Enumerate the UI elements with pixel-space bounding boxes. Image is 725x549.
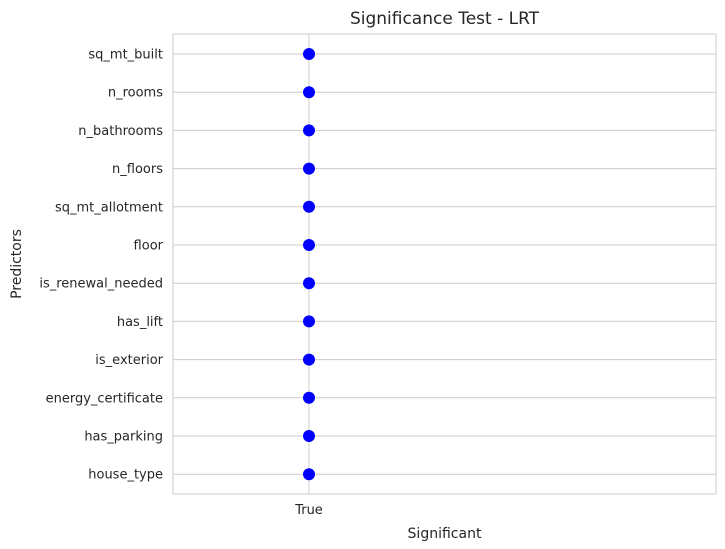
- data-point: [303, 124, 315, 137]
- y-tick-label: has_parking: [84, 430, 163, 445]
- data-point: [303, 86, 315, 99]
- data-point: [303, 353, 315, 366]
- y-tick-label: sq_mt_allotment: [55, 200, 163, 215]
- y-tick-label: floor: [134, 239, 164, 254]
- y-tick-label: energy_certificate: [46, 391, 163, 406]
- y-tick-label: has_lift: [117, 315, 163, 330]
- y-axis-label: Predictors: [9, 229, 25, 299]
- data-point: [303, 430, 315, 442]
- y-tick-label: sq_mt_built: [88, 48, 163, 63]
- y-tick-label: n_floors: [112, 162, 163, 177]
- x-tick-labels: True: [294, 503, 323, 518]
- grid-lines: [173, 34, 716, 494]
- data-point: [303, 468, 315, 481]
- y-tick-label: house_type: [88, 468, 163, 483]
- y-tick-labels: sq_mt_built n_rooms n_bathrooms n_floors sq_…: [39, 48, 163, 483]
- y-tick-label: n_rooms: [108, 86, 163, 101]
- x-axis-label: Significant: [408, 526, 482, 542]
- data-point: [303, 200, 315, 213]
- y-tick-label: is_exterior: [95, 353, 163, 368]
- data-point: [303, 391, 315, 404]
- data-point: [303, 239, 315, 251]
- x-tick-label: True: [294, 503, 323, 518]
- data-point: [303, 315, 315, 328]
- plot-area: [172, 33, 717, 495]
- chart-title: Significance Test - LRT: [350, 9, 540, 29]
- data-point: [303, 277, 315, 290]
- data-points: [303, 48, 315, 481]
- y-tick-label: n_bathrooms: [78, 124, 163, 139]
- y-tick-label: is_renewal_needed: [39, 277, 163, 292]
- data-point: [303, 162, 315, 175]
- data-point: [303, 48, 315, 60]
